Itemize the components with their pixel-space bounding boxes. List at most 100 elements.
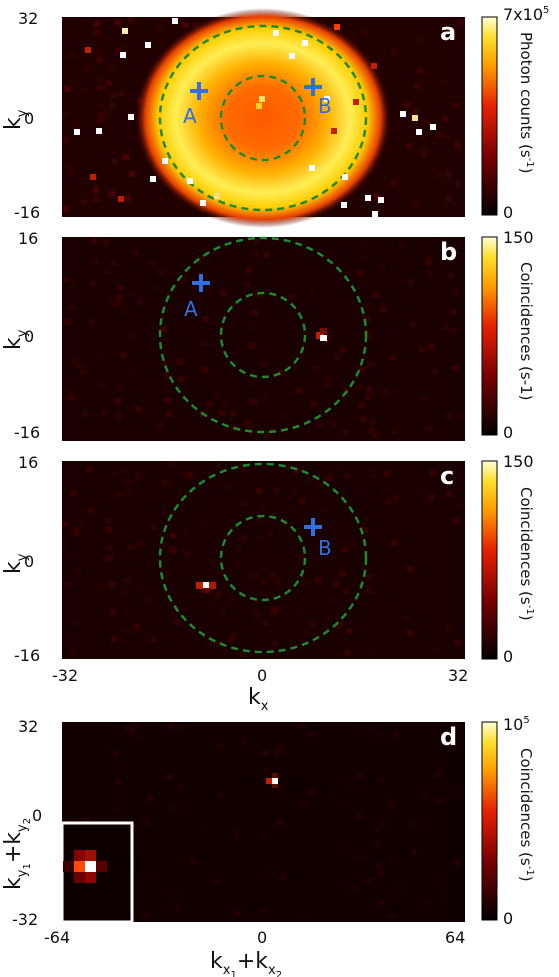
bright-pixel xyxy=(324,96,330,102)
ytick-d-bot: -32 xyxy=(12,910,38,929)
noise-pixel xyxy=(136,734,142,740)
noise-pixel xyxy=(256,488,262,494)
noise-pixel xyxy=(187,472,193,478)
noise-pixel xyxy=(126,479,132,485)
noise-pixel xyxy=(163,359,169,365)
noise-pixel xyxy=(288,505,294,511)
noise-pixel xyxy=(307,730,313,736)
bright-pixel xyxy=(334,24,340,30)
noise-pixel xyxy=(179,277,185,283)
noise-pixel xyxy=(97,475,103,481)
noise-pixel xyxy=(186,401,192,407)
noise-pixel xyxy=(112,472,118,478)
noise-pixel xyxy=(64,582,70,588)
noise-pixel xyxy=(263,620,269,626)
noise-pixel xyxy=(73,526,79,532)
noise-pixel xyxy=(129,728,135,734)
noise-pixel xyxy=(262,907,268,913)
noise-pixel xyxy=(252,379,258,385)
noise-pixel xyxy=(399,243,405,249)
noise-pixel xyxy=(73,530,79,536)
noise-pixel xyxy=(379,345,385,351)
noise-pixel xyxy=(76,363,82,369)
noise-pixel xyxy=(117,492,123,498)
noise-pixel xyxy=(260,832,266,838)
xtick-c-left: -32 xyxy=(52,666,78,685)
noise-pixel xyxy=(446,625,452,631)
panel-letter-a: a xyxy=(440,18,456,46)
noise-pixel xyxy=(325,335,331,341)
noise-pixel xyxy=(80,369,86,375)
noise-pixel xyxy=(73,543,79,549)
cbar-d-label: Coincidences (s-1) xyxy=(517,748,535,882)
noise-pixel xyxy=(261,579,267,585)
ytick-a-bot: -16 xyxy=(14,203,40,222)
noise-pixel xyxy=(212,879,218,885)
noise-pixel xyxy=(264,252,270,258)
noise-pixel xyxy=(444,283,450,289)
cbar-d-min: 0 xyxy=(503,909,513,928)
noise-pixel xyxy=(393,731,399,737)
noise-pixel xyxy=(319,478,325,484)
noise-pixel xyxy=(417,68,423,74)
cbar-b-max: 150 xyxy=(503,228,534,247)
noise-pixel xyxy=(125,489,131,495)
noise-pixel xyxy=(254,257,260,263)
noise-pixel xyxy=(166,411,172,417)
noise-pixel xyxy=(320,281,326,287)
noise-pixel xyxy=(450,309,456,315)
bright-pixel xyxy=(302,40,308,46)
noise-pixel xyxy=(384,471,390,477)
noise-pixel xyxy=(123,154,129,160)
noise-pixel xyxy=(77,498,83,504)
noise-pixel xyxy=(391,180,397,186)
noise-pixel xyxy=(339,571,345,577)
noise-pixel xyxy=(125,577,131,583)
noise-pixel xyxy=(433,285,439,291)
bright-pixel xyxy=(416,129,422,135)
noise-pixel xyxy=(393,495,399,501)
panel-b: A b 16 0 -16 ky 150 0 Coincidences (s-1) xyxy=(1,228,535,442)
panel-a: A B a 32 0 -16 ky 7x105 0 Photon counts … xyxy=(1,5,549,228)
noise-pixel xyxy=(366,574,372,580)
noise-pixel xyxy=(161,298,167,304)
noise-pixel xyxy=(98,112,104,118)
bright-pixel xyxy=(309,165,315,171)
noise-pixel xyxy=(84,66,90,72)
noise-pixel xyxy=(342,546,348,552)
cbar-b-min: 0 xyxy=(503,423,513,442)
noise-pixel xyxy=(442,116,448,122)
noise-pixel xyxy=(336,263,342,269)
noise-pixel xyxy=(407,566,413,572)
noise-pixel xyxy=(362,29,368,35)
noise-pixel xyxy=(118,90,124,96)
noise-pixel xyxy=(439,237,445,243)
noise-pixel xyxy=(306,477,312,483)
noise-pixel xyxy=(446,196,452,202)
noise-pixel xyxy=(122,467,128,473)
noise-pixel xyxy=(117,385,123,391)
noise-pixel xyxy=(378,777,384,783)
noise-pixel xyxy=(271,608,277,614)
noise-pixel xyxy=(309,287,315,293)
noise-pixel xyxy=(265,416,271,422)
noise-pixel xyxy=(97,584,103,590)
noise-pixel xyxy=(229,635,235,641)
noise-pixel xyxy=(317,422,323,428)
cbar-d-max: 105 xyxy=(503,715,530,734)
bright-pixel xyxy=(150,176,156,182)
marker-b-panel-c: B xyxy=(304,518,332,560)
noise-pixel xyxy=(162,354,168,360)
bright-pixel xyxy=(74,129,80,135)
noise-pixel xyxy=(202,825,208,831)
noise-pixel xyxy=(375,554,381,560)
noise-pixel xyxy=(218,792,224,798)
noise-pixel xyxy=(458,503,464,509)
noise-pixel xyxy=(81,199,87,205)
noise-pixel xyxy=(106,80,112,86)
noise-pixel xyxy=(151,524,157,530)
outer-ring-a xyxy=(158,24,368,212)
noise-pixel xyxy=(261,626,267,632)
noise-pixel xyxy=(249,343,255,349)
xtick-d-left: -64 xyxy=(44,928,70,947)
